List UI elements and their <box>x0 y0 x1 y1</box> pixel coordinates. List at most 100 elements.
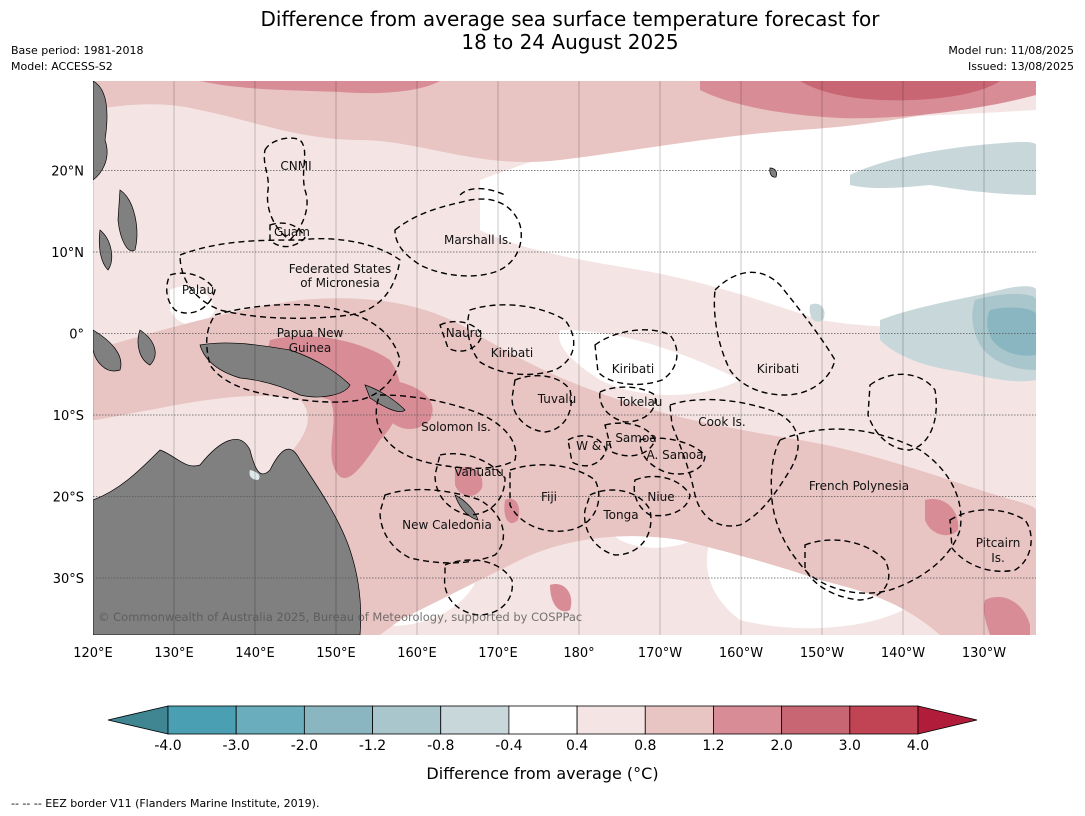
eez-fr-polynesia <box>770 428 962 594</box>
label-guam: Guam <box>274 225 310 239</box>
eez-marshall <box>394 198 522 277</box>
longitude-tick-labels: 120°E 130°E 140°E 150°E 160°E 170°E 180° 170°W 1… <box>73 646 1006 661</box>
label-wallis-futuna: W & F <box>576 439 612 453</box>
eez-wf <box>567 434 607 467</box>
base-period: Base period: 1981-2018 <box>11 44 144 57</box>
title-line-1: Difference from average sea surface temp… <box>260 7 880 31</box>
colorbar-segment <box>781 705 851 735</box>
anomaly-warm-nw-strip <box>200 81 440 94</box>
colorbar-tick-label: -2.0 <box>291 738 318 754</box>
chart-title: Difference from average sea surface temp… <box>0 8 1085 54</box>
new-caledonia-land <box>454 494 479 521</box>
label-tokelau: Tokelau <box>617 395 663 409</box>
lat-tick-label: 10°S <box>53 409 84 424</box>
label-tonga: Tonga <box>602 508 638 522</box>
label-marshall: Marshall Is. <box>444 233 512 247</box>
eez-new-caledonia <box>379 488 505 564</box>
eez-png <box>206 303 401 403</box>
colorbar: -4.0 -3.0 -2.0 -1.2 -0.8 -0.4 0.4 0.8 1.2 2.0 3.0 4… <box>107 705 978 754</box>
anomaly-warm-vanuatu <box>455 466 483 496</box>
colorbar-segment <box>576 705 646 735</box>
lat-tick-label: 10°N <box>51 246 84 261</box>
eez-solomon <box>375 394 517 469</box>
label-cnmi: CNMI <box>280 159 311 173</box>
colorbar-segment <box>167 705 237 735</box>
meta-right: Model run: 11/08/2025 Issued: 13/08/2025 <box>948 43 1074 75</box>
label-pitcairn-2: Is. <box>991 551 1005 565</box>
label-tuvalu: Tuvalu <box>537 392 577 406</box>
colorbar-tick-label: 3.0 <box>839 738 861 754</box>
eez-tonga <box>583 489 652 556</box>
colorbar-tick-label: 0.4 <box>566 738 588 754</box>
label-samoa: Samoa <box>615 431 656 445</box>
lon-tick-label: 160°E <box>397 646 437 661</box>
colorbar-tick-label: 2.0 <box>771 738 793 754</box>
eez-legend-footer: -- -- -- EEZ border V11 (Flanders Marine… <box>11 797 320 810</box>
colorbar-segment <box>440 705 510 735</box>
label-fsm-2: of Micronesia <box>300 276 380 290</box>
label-french-polynesia: French Polynesia <box>809 479 909 493</box>
label-cook: Cook Is. <box>698 415 745 429</box>
label-png-1: Papua New <box>277 326 344 340</box>
eez-kiribati-east <box>713 271 836 396</box>
colorbar-segment <box>644 705 714 735</box>
eez-vanuatu <box>434 453 506 516</box>
colorbar-tick-label: 4.0 <box>907 738 929 754</box>
eez-fiji <box>509 464 600 532</box>
eez-cook <box>669 398 799 527</box>
eez-kiribati-line <box>867 373 937 451</box>
colorbar-segment <box>372 705 442 735</box>
eez-niue <box>633 475 691 517</box>
colorbar-tick-label: -0.4 <box>495 738 522 754</box>
eez-lord-howe <box>443 559 514 616</box>
colorbar-segment <box>303 705 373 735</box>
label-kiribati-west: Kiribati <box>491 346 533 360</box>
label-fiji: Fiji <box>541 490 557 504</box>
eez-wake-extension <box>459 187 506 196</box>
latitude-gridlines <box>93 170 1036 579</box>
eez-nauru <box>439 320 483 352</box>
colorbar-segment <box>235 705 305 735</box>
label-american-samoa: A. Samoa <box>647 448 704 462</box>
lon-tick-label: 150°W <box>800 646 844 661</box>
anomaly-warm-fiji-east <box>504 498 520 524</box>
philippines-land <box>93 81 138 271</box>
eez-samoa <box>604 422 656 457</box>
title-line-2: 18 to 24 August 2025 <box>461 30 679 54</box>
map-area: CNMI Guam Marshall Is. Federated States … <box>93 81 1036 635</box>
label-kiribati-east: Kiribati <box>757 362 799 376</box>
colorbar-segment <box>849 705 919 735</box>
copyright-notice: © Commonwealth of Australia 2025, Bureau… <box>98 610 582 624</box>
eez-austral <box>804 539 890 601</box>
anomaly-cool-spot <box>809 303 825 322</box>
issued-date: Issued: 13/08/2025 <box>967 60 1074 73</box>
longitude-gridlines <box>93 81 985 635</box>
anomaly-normal-nw <box>170 286 215 325</box>
label-palau: Palau <box>182 283 214 297</box>
lon-tick-label: 150°E <box>316 646 356 661</box>
anomaly-hot-north-core <box>800 81 1000 101</box>
lon-tick-label: 120°E <box>73 646 113 661</box>
meta-left: Base period: 1981-2018 Model: ACCESS-S2 <box>11 43 143 75</box>
eez-guam <box>269 222 306 248</box>
label-nauru: Nauru <box>446 326 482 340</box>
label-pitcairn-1: Pitcairn <box>976 536 1021 550</box>
lon-tick-label: 130°W <box>962 646 1006 661</box>
colorbar-tick-label: -1.2 <box>359 738 386 754</box>
colorbar-tick-label: -0.8 <box>427 738 454 754</box>
region-labels: CNMI Guam Marshall Is. Federated States … <box>182 159 1020 565</box>
lon-tick-label: 140°W <box>881 646 925 661</box>
lon-tick-label: 170°E <box>478 646 518 661</box>
eez-palau <box>166 272 216 314</box>
australia-land <box>93 439 362 635</box>
borneo-sulawesi-land <box>93 329 156 372</box>
lon-tick-label: 140°E <box>235 646 275 661</box>
eez-am-samoa <box>639 437 706 475</box>
landmasses <box>93 81 777 635</box>
lat-tick-label: 0° <box>69 328 84 343</box>
lon-tick-label: 130°E <box>154 646 194 661</box>
label-kiribati-central: Kiribati <box>612 362 654 376</box>
latitude-tick-labels: 20°N 10°N 0° 10°S 20°S 30°S <box>51 165 84 588</box>
label-solomon: Solomon Is. <box>421 420 491 434</box>
